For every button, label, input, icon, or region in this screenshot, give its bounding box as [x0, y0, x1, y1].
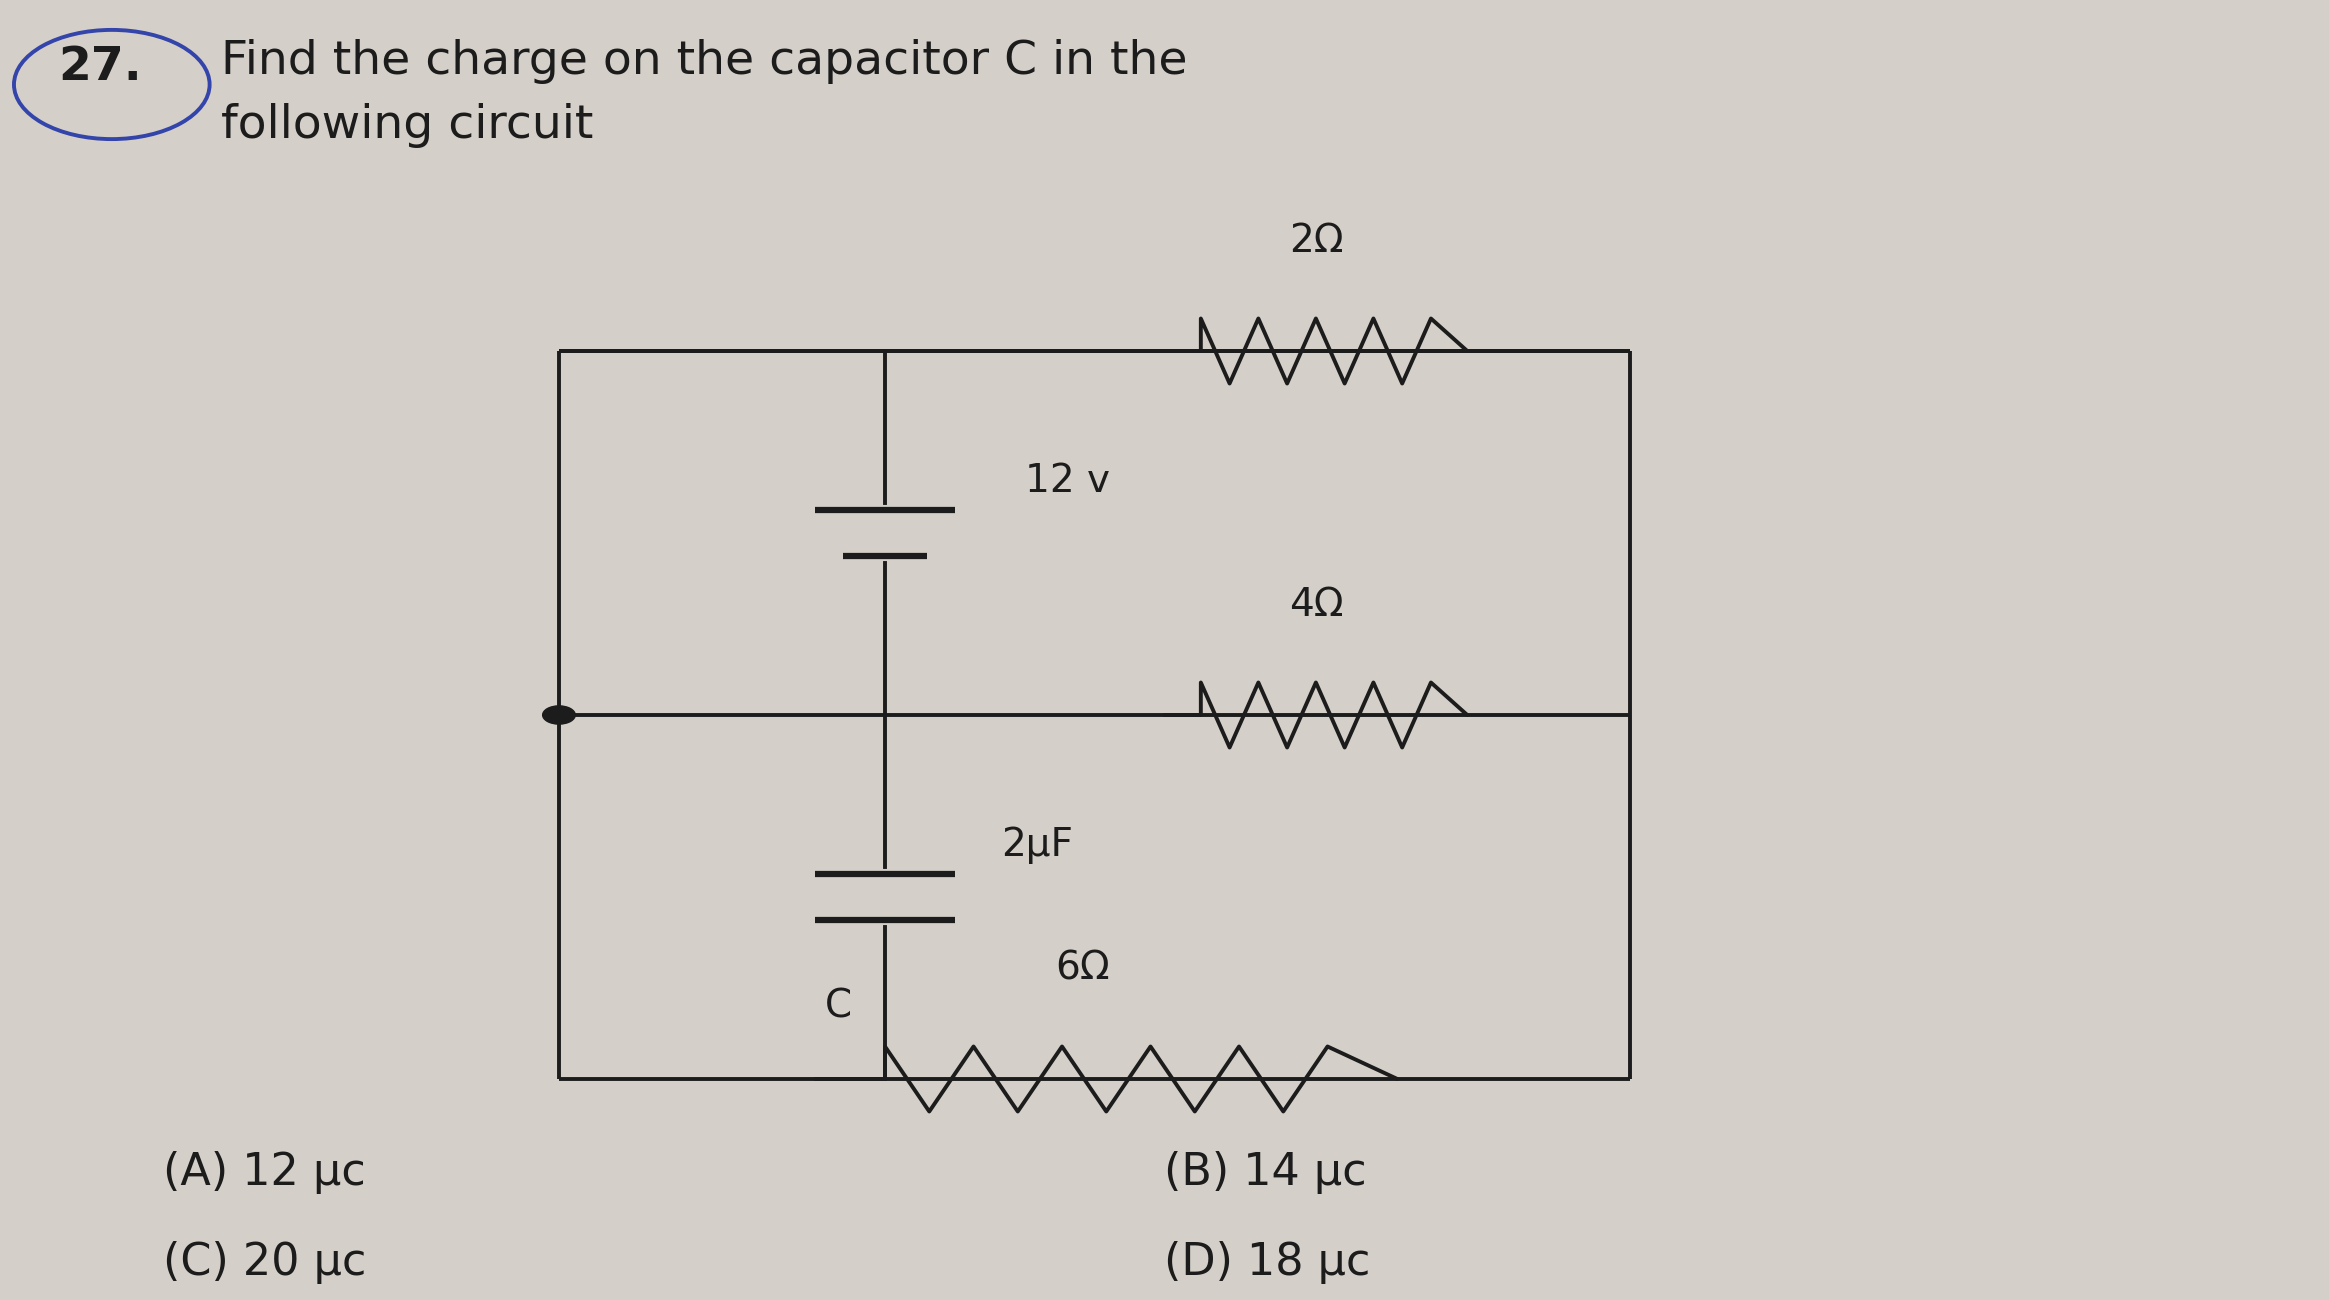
- Text: Find the charge on the capacitor C in the
following circuit: Find the charge on the capacitor C in th…: [221, 39, 1188, 148]
- Text: 2Ω: 2Ω: [1288, 222, 1344, 260]
- Text: 4Ω: 4Ω: [1288, 586, 1344, 624]
- Text: 27.: 27.: [58, 46, 142, 91]
- Text: (D) 18 μc: (D) 18 μc: [1164, 1242, 1372, 1284]
- Text: (C) 20 μc: (C) 20 μc: [163, 1242, 366, 1284]
- Text: (A) 12 μc: (A) 12 μc: [163, 1150, 366, 1193]
- Text: C: C: [824, 988, 852, 1026]
- Circle shape: [543, 706, 575, 724]
- Text: 6Ω: 6Ω: [1055, 950, 1111, 988]
- Text: (B) 14 μc: (B) 14 μc: [1164, 1150, 1367, 1193]
- Text: 2μF: 2μF: [1001, 826, 1074, 864]
- Text: 12 v: 12 v: [1025, 462, 1109, 501]
